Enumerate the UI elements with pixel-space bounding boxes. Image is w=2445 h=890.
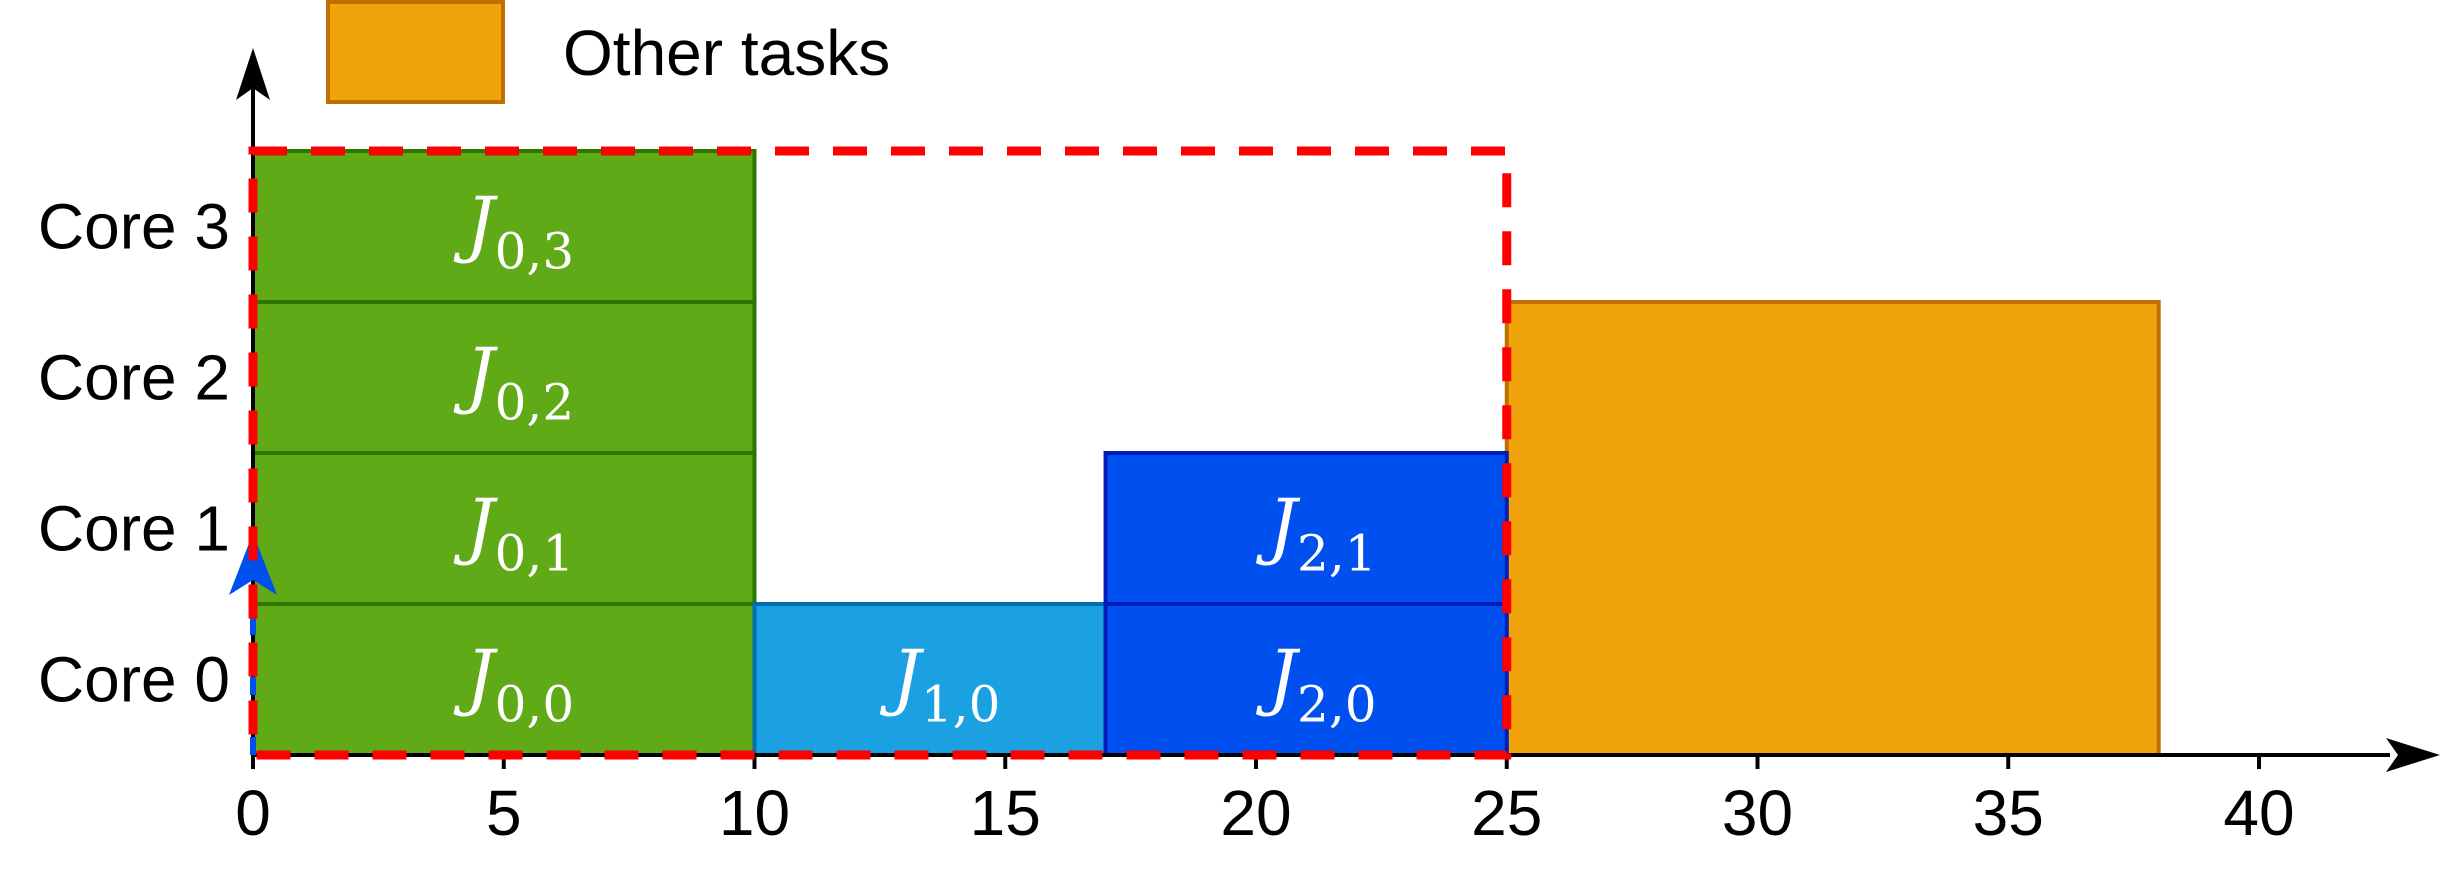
legend-label-other-tasks: Other tasks xyxy=(563,17,890,89)
x-tick-label: 40 xyxy=(2223,777,2294,849)
x-tick-label: 30 xyxy=(1722,777,1793,849)
core-label-3: Core 3 xyxy=(38,191,230,263)
x-tick-label: 25 xyxy=(1471,777,1542,849)
job-block-2-1: J2,1 xyxy=(1103,451,1509,606)
job-label: J0,2 xyxy=(453,333,574,432)
x-tick-label: 15 xyxy=(970,777,1041,849)
job-label: J2,1 xyxy=(1255,484,1376,583)
overlays xyxy=(229,146,1512,760)
legend: Other tasks xyxy=(326,0,890,104)
job-label: J0,3 xyxy=(453,182,574,281)
job-block-0-2: J0,2 xyxy=(251,300,757,455)
job-block-0-3: J0,3 xyxy=(251,149,757,304)
legend-swatch-other-tasks xyxy=(326,0,505,104)
x-axis-arrowhead xyxy=(2386,738,2440,772)
job-block-0-0: J0,0 xyxy=(251,602,757,757)
job-bar xyxy=(1103,602,1509,757)
job-block-1-0: J1,0 xyxy=(752,602,1108,757)
y-axis-arrowhead xyxy=(236,48,270,100)
job-bar xyxy=(251,602,757,757)
x-tick-label: 20 xyxy=(1220,777,1291,849)
job-bar xyxy=(251,149,757,304)
x-tick-label: 0 xyxy=(235,777,271,849)
job-block-2-0: J2,0 xyxy=(1103,602,1509,757)
release-arrowhead xyxy=(229,533,277,595)
job-bar xyxy=(1103,451,1509,606)
x-tick-label: 10 xyxy=(719,777,790,849)
core-label-2: Core 2 xyxy=(38,342,230,414)
core-label-1: Core 1 xyxy=(38,493,230,565)
job-block-0-1: J0,1 xyxy=(251,451,757,606)
core-label-0: Core 0 xyxy=(38,644,230,716)
other-tasks-block xyxy=(1504,300,2161,757)
job-bars: J0,0J0,1 J0,2 J0,3 J1,0 J2,0 J2,1 xyxy=(251,149,2161,757)
x-tick-label: 35 xyxy=(1973,777,2044,849)
x-tick-label: 5 xyxy=(486,777,522,849)
